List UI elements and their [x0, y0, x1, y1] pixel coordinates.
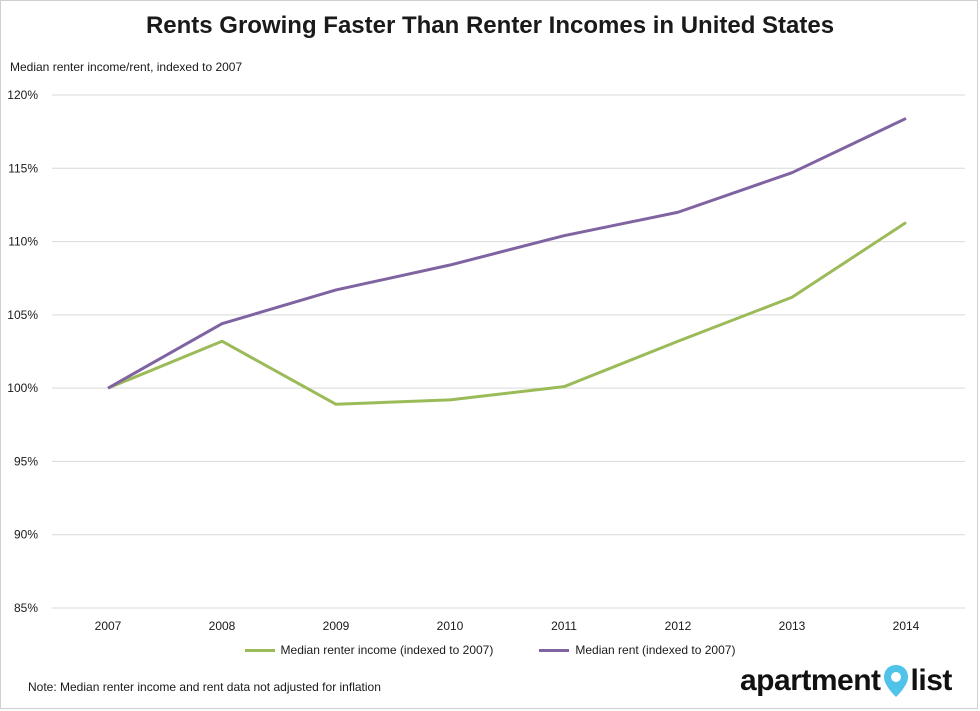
logo-word-apartment: apartment [740, 664, 881, 697]
x-tick-labels: 2007 2008 2009 2010 2011 2012 2013 2014 [95, 619, 920, 633]
y-tick-label: 105% [7, 308, 38, 322]
y-axis-label: Median renter income/rent, indexed to 20… [10, 60, 243, 74]
x-tick-label: 2011 [551, 619, 577, 633]
y-tick-label: 110% [8, 235, 38, 249]
map-pin-icon [883, 665, 908, 697]
legend-label-income: Median renter income (indexed to 2007) [280, 643, 494, 657]
y-tick-label: 120% [7, 88, 38, 102]
legend: Median renter income (indexed to 2007) M… [0, 643, 980, 657]
y-tick-label: 95% [14, 454, 38, 468]
legend-label-rent: Median rent (indexed to 2007) [575, 643, 736, 657]
y-tick-label: 100% [7, 381, 38, 395]
x-tick-label: 2010 [437, 619, 464, 633]
chart-title: Rents Growing Faster Than Renter Incomes… [145, 12, 835, 39]
series-line-income [107, 221, 907, 406]
legend-swatch-income [244, 648, 275, 652]
apartment-list-logo: apartment list [740, 664, 952, 698]
legend-item-income: Median renter income (indexed to 2007) [244, 643, 494, 657]
legend-swatch-rent [539, 648, 570, 652]
logo-word-list: list [910, 664, 953, 697]
series-line-rent [107, 117, 907, 390]
x-tick-label: 2007 [95, 619, 122, 633]
x-tick-label: 2014 [893, 619, 920, 633]
gridlines [52, 94, 965, 609]
footnote: Note: Median renter income and rent data… [28, 680, 381, 694]
y-tick-label: 85% [14, 601, 38, 615]
x-tick-label: 2012 [665, 619, 692, 633]
legend-item-rent: Median rent (indexed to 2007) [539, 643, 735, 657]
series-lines [107, 117, 907, 406]
y-tick-label: 90% [14, 528, 38, 542]
x-tick-label: 2008 [209, 619, 236, 633]
y-tick-labels: 85% 90% 95% 100% 105% 110% 115% 120% [7, 88, 38, 615]
y-tick-label: 115% [8, 161, 38, 175]
x-tick-label: 2009 [323, 619, 350, 633]
x-tick-label: 2013 [779, 619, 806, 633]
